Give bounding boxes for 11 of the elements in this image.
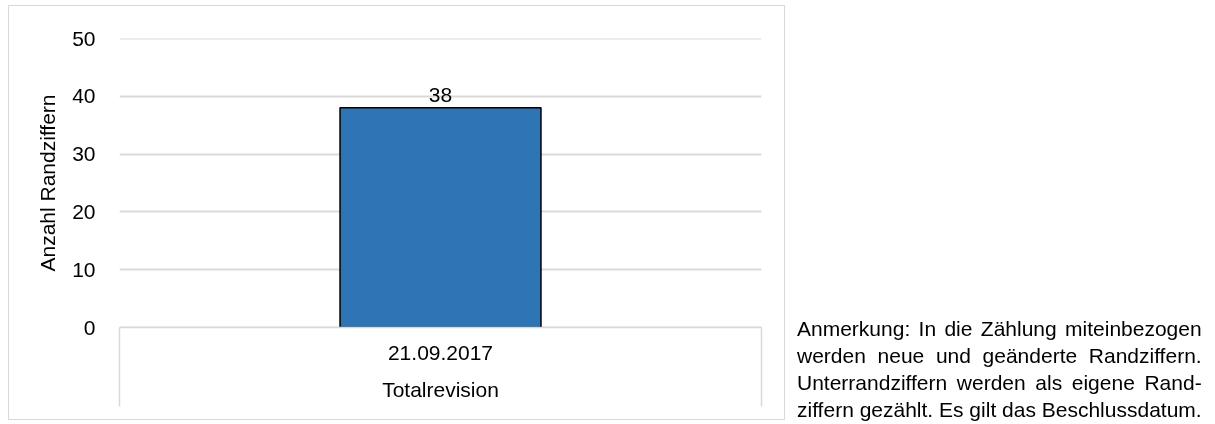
x-axis-title: Totalrevision xyxy=(382,377,499,401)
y-tick-label: 40 xyxy=(72,84,96,108)
y-tick-label: 0 xyxy=(83,315,96,339)
x-tick-label: 21.09.2017 xyxy=(387,340,494,364)
y-tick-label: 10 xyxy=(72,257,96,281)
y-tick-label: 20 xyxy=(72,199,96,223)
y-tick-label: 50 xyxy=(72,26,96,50)
data-label: 38 xyxy=(428,82,453,106)
y-axis-title: Anzahl Randziffern xyxy=(36,94,60,272)
y-tick-label: 30 xyxy=(72,142,96,166)
text: Anmerkung: In die Zählung miteinbezogen werden neue und geänderte Randziffern. Unterrandziffern werden als eigene Rand- ziffern gezählt. Es gilt das Beschlussdatum. xyxy=(797,316,1202,423)
